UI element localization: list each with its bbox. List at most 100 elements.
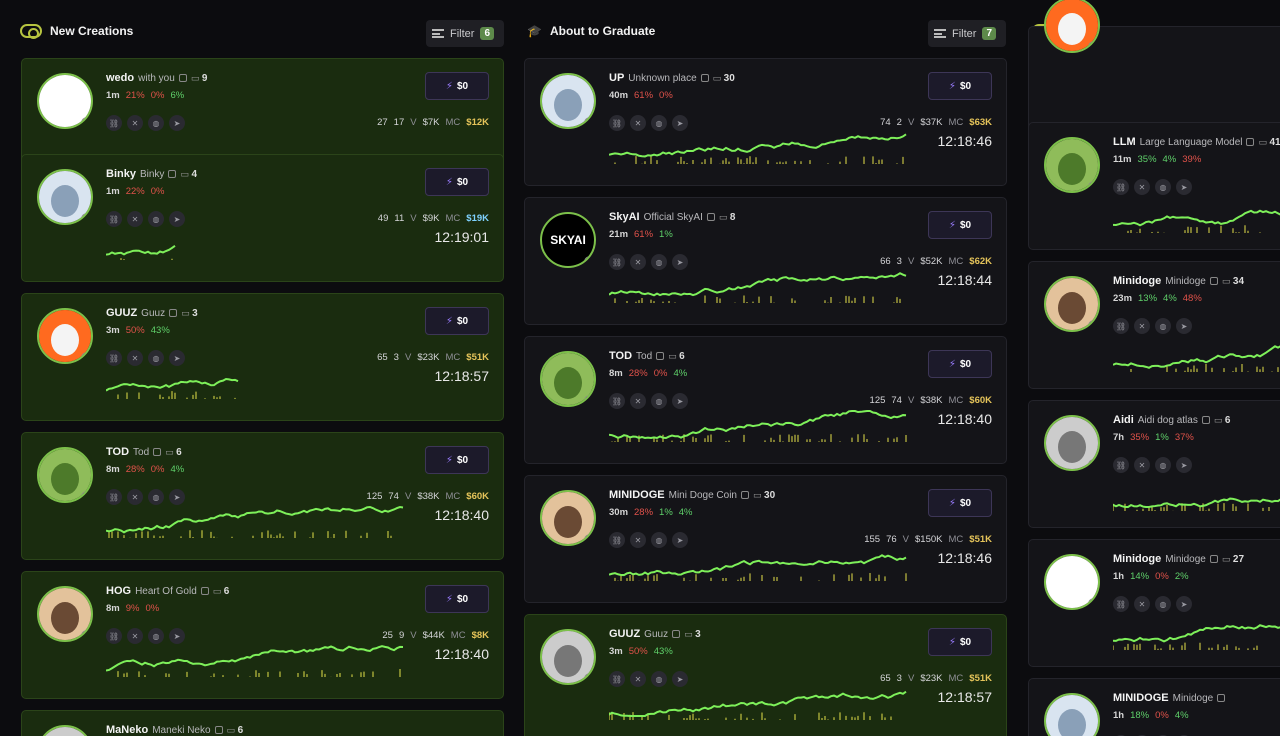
quick-buy-button[interactable]: ⚡ $0 — [425, 168, 489, 196]
token-avatar[interactable] — [1044, 693, 1100, 736]
quick-buy-button[interactable]: ⚡ $0 — [928, 72, 992, 100]
web-icon[interactable]: ◍ — [651, 115, 667, 131]
token-avatar[interactable] — [37, 169, 93, 225]
copy-icon[interactable] — [200, 587, 209, 595]
copy-icon[interactable] — [1201, 416, 1210, 424]
token-card[interactable]: GUUZGuuz33m50%43%⛓✕◍➤⚡$0653V$23KMC$51K12… — [524, 614, 1007, 736]
token-avatar[interactable] — [540, 490, 596, 546]
token-avatar[interactable] — [1044, 0, 1100, 53]
quick-buy-button[interactable]: ⚡ $0 — [928, 489, 992, 517]
token-avatar[interactable] — [1044, 415, 1100, 471]
web-icon[interactable]: ◍ — [651, 532, 667, 548]
filter-button[interactable]: Filter 6 — [426, 20, 504, 47]
token-avatar[interactable] — [37, 308, 93, 364]
copy-icon[interactable] — [1209, 555, 1218, 563]
token-ticker[interactable]: GUUZ — [106, 307, 138, 319]
telegram-icon[interactable]: ➤ — [169, 211, 185, 227]
telegram-icon[interactable]: ➤ — [672, 671, 688, 687]
x-icon[interactable]: ✕ — [1134, 179, 1150, 195]
token-avatar[interactable] — [1044, 137, 1100, 193]
x-icon[interactable]: ✕ — [127, 489, 143, 505]
telegram-icon[interactable]: ➤ — [169, 628, 185, 644]
web-icon[interactable]: ◍ — [148, 211, 164, 227]
link-icon[interactable]: ⛓ — [609, 115, 625, 131]
link-icon[interactable]: ⛓ — [1113, 596, 1129, 612]
quick-buy-button[interactable]: ⚡ $0 — [425, 72, 489, 100]
web-icon[interactable]: ◍ — [148, 489, 164, 505]
web-icon[interactable]: ◍ — [148, 115, 164, 131]
copy-icon[interactable] — [741, 491, 749, 499]
token-ticker[interactable]: HOG — [106, 585, 132, 597]
copy-icon[interactable] — [672, 630, 681, 638]
web-icon[interactable]: ◍ — [651, 254, 667, 270]
token-card[interactable]: TODTod68m28%0%4%⛓✕◍➤⚡$012574V$38KMC$60K1… — [21, 432, 504, 560]
x-icon[interactable]: ✕ — [630, 115, 646, 131]
token-avatar[interactable] — [540, 629, 596, 685]
link-icon[interactable]: ⛓ — [106, 211, 122, 227]
link-icon[interactable]: ⛓ — [1113, 179, 1129, 195]
link-icon[interactable]: ⛓ — [106, 115, 122, 131]
x-icon[interactable]: ✕ — [127, 350, 143, 366]
telegram-icon[interactable]: ➤ — [1176, 318, 1192, 334]
copy-icon[interactable] — [706, 213, 715, 221]
token-avatar[interactable] — [37, 725, 93, 736]
quick-buy-button[interactable]: ⚡ $0 — [928, 628, 992, 656]
token-avatar[interactable] — [540, 73, 596, 129]
copy-icon[interactable] — [178, 74, 187, 82]
quick-buy-button[interactable]: ⚡ $0 — [425, 446, 489, 474]
quick-buy-button[interactable]: ⚡ $0 — [928, 211, 992, 239]
link-icon[interactable]: ⛓ — [1113, 457, 1129, 473]
web-icon[interactable]: ◍ — [148, 350, 164, 366]
token-ticker[interactable]: UP — [609, 72, 625, 84]
copy-icon[interactable] — [700, 74, 709, 82]
token-ticker[interactable]: Binky — [106, 168, 136, 180]
copy-icon[interactable] — [656, 352, 665, 360]
web-icon[interactable]: ◍ — [1155, 179, 1171, 195]
x-icon[interactable]: ✕ — [630, 532, 646, 548]
telegram-icon[interactable]: ➤ — [672, 532, 688, 548]
token-avatar[interactable] — [1044, 554, 1100, 610]
x-icon[interactable]: ✕ — [127, 211, 143, 227]
copy-icon[interactable] — [168, 170, 177, 178]
token-ticker[interactable]: Aidi — [1113, 414, 1134, 426]
link-icon[interactable]: ⛓ — [609, 393, 625, 409]
quick-buy-button[interactable]: ⚡ $0 — [928, 350, 992, 378]
telegram-icon[interactable]: ➤ — [672, 115, 688, 131]
token-ticker[interactable]: LLM — [1113, 136, 1136, 148]
link-icon[interactable]: ⛓ — [106, 489, 122, 505]
link-icon[interactable]: ⛓ — [609, 532, 625, 548]
web-icon[interactable]: ◍ — [1155, 318, 1171, 334]
telegram-icon[interactable]: ➤ — [672, 254, 688, 270]
token-card[interactable]: GUUZGuuz33m50%43%⛓✕◍➤⚡$0653V$23KMC$51K12… — [21, 293, 504, 421]
copy-icon[interactable] — [1209, 277, 1218, 285]
web-icon[interactable]: ◍ — [651, 671, 667, 687]
token-ticker[interactable]: TOD — [609, 350, 633, 362]
token-avatar[interactable] — [37, 447, 93, 503]
telegram-icon[interactable]: ➤ — [1176, 457, 1192, 473]
token-avatar[interactable] — [540, 351, 596, 407]
filter-button[interactable]: Filter 7 — [928, 20, 1006, 47]
web-icon[interactable]: ◍ — [1155, 596, 1171, 612]
x-icon[interactable]: ✕ — [630, 393, 646, 409]
telegram-icon[interactable]: ➤ — [1176, 596, 1192, 612]
token-ticker[interactable]: GUUZ — [609, 628, 641, 640]
link-icon[interactable]: ⛓ — [609, 254, 625, 270]
link-icon[interactable]: ⛓ — [1113, 318, 1129, 334]
quick-buy-button[interactable]: ⚡ $0 — [425, 307, 489, 335]
x-icon[interactable]: ✕ — [630, 254, 646, 270]
quick-buy-button[interactable]: ⚡ $0 — [425, 585, 489, 613]
x-icon[interactable]: ✕ — [1134, 596, 1150, 612]
web-icon[interactable]: ◍ — [148, 628, 164, 644]
telegram-icon[interactable]: ➤ — [672, 393, 688, 409]
web-icon[interactable]: ◍ — [651, 393, 667, 409]
token-avatar[interactable] — [37, 586, 93, 642]
web-icon[interactable]: ◍ — [1155, 457, 1171, 473]
